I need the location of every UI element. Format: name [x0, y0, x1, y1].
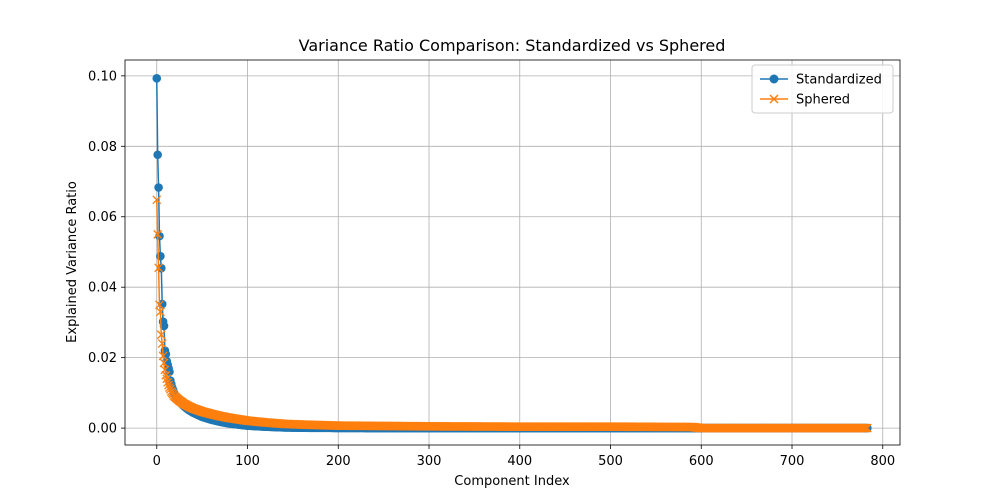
legend: Standardized Sphered: [751, 64, 894, 114]
x-tick-label: 300: [417, 454, 442, 469]
sphered-point: [156, 330, 166, 340]
plot-series: [152, 74, 872, 433]
plot-frame: [124, 59, 901, 446]
chart-title: Variance Ratio Comparison: Standardized …: [299, 36, 726, 55]
y-tick-label: 0.06: [88, 210, 117, 225]
x-tick-label: 700: [780, 454, 805, 469]
x-tick-label: 800: [870, 454, 895, 469]
standardized-point: [152, 74, 162, 83]
standardized-point: [159, 321, 169, 331]
y-tick-label: 0.08: [88, 140, 117, 155]
sphered-point: [163, 377, 173, 387]
sphered-point: [155, 307, 165, 317]
series-sphered: [152, 195, 872, 433]
standardized-point: [156, 251, 165, 261]
legend-standardized-marker: [769, 74, 779, 84]
sphered-point: [153, 229, 163, 239]
sphered-point: [157, 339, 167, 349]
legend-sphered-marker: [769, 94, 779, 104]
x-tick-label: 400: [507, 454, 532, 469]
sphered-point: [152, 195, 162, 205]
axis-ticks: 0 100 200 300 400 500 600 700 800 0.00 0.02 0.04 0.0…: [88, 69, 895, 469]
y-tick-label: 0.04: [88, 281, 117, 296]
x-tick-label: 200: [326, 454, 351, 469]
legend-box: [751, 64, 894, 114]
legend-sphered-label: Sphered: [796, 93, 850, 108]
standardized-point: [154, 183, 163, 192]
y-tick-label: 0.00: [88, 422, 117, 437]
legend-standardized-label: Standardized: [796, 73, 882, 88]
sphered-point: [154, 263, 164, 273]
x-tick-label: 500: [598, 454, 623, 469]
x-tick-label: 600: [689, 454, 714, 469]
axes-frame: [124, 59, 901, 446]
x-tick-label: 0: [153, 454, 161, 469]
y-tick-label: 0.10: [88, 69, 117, 84]
y-tick-label: 0.02: [88, 351, 117, 366]
sphered-point: [862, 423, 872, 433]
y-axis-title: Explained Variance Ratio: [65, 181, 80, 343]
standardized-point: [153, 150, 162, 160]
x-tick-label: 100: [235, 454, 260, 469]
x-axis-title: Component Index: [454, 474, 570, 489]
